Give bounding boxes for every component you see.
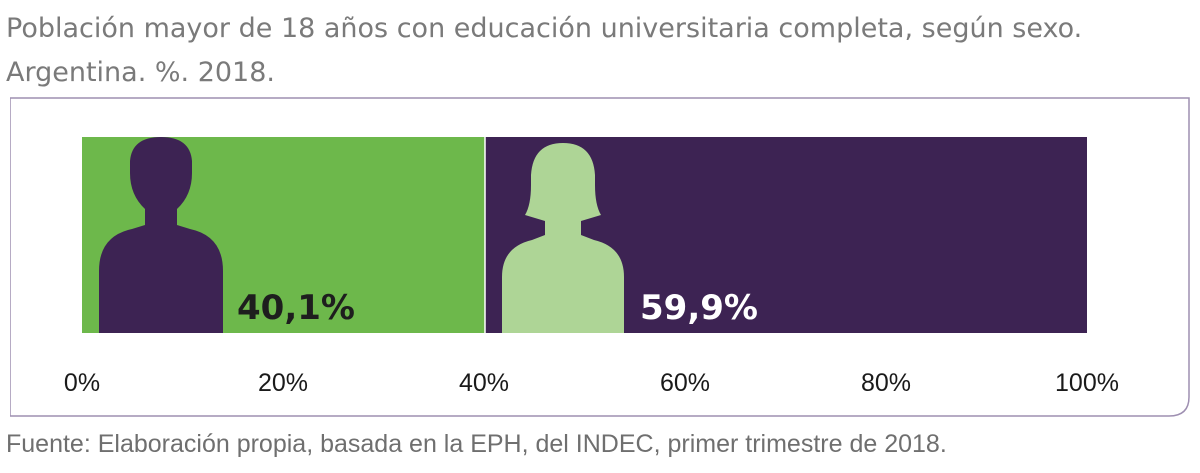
x-tick-label: 100% — [1055, 369, 1119, 397]
source-note: Fuente: Elaboración propia, basada en la… — [6, 430, 947, 458]
chart-title-line-1: Población mayor de 18 años con educación… — [6, 13, 1083, 44]
x-tick-label: 60% — [660, 369, 710, 397]
bars-layer: 40,1% 59,9% — [82, 137, 1087, 333]
male-silhouette-icon — [99, 137, 223, 333]
chart-border — [10, 97, 1190, 417]
x-tick-label: 40% — [459, 369, 509, 397]
data-label-2: 59,9% — [640, 288, 758, 328]
chart-title-line-2: Argentina. %. 2018. — [6, 57, 275, 88]
x-tick-label: 20% — [258, 369, 308, 397]
x-axis-ticks: 0% 20% 40% 60% 80% 100% — [64, 369, 1119, 397]
female-silhouette-icon — [502, 143, 624, 333]
data-label-1: 40,1% — [237, 288, 355, 328]
x-tick-label: 0% — [64, 369, 100, 397]
x-tick-label: 80% — [861, 369, 911, 397]
chart-frame: 40,1% 59,9% 0% 20% 40% 60% 80% 100% — [10, 97, 1190, 417]
stacked-bar-chart: 40,1% 59,9% 0% 20% 40% 60% 80% 100% — [10, 97, 1190, 417]
